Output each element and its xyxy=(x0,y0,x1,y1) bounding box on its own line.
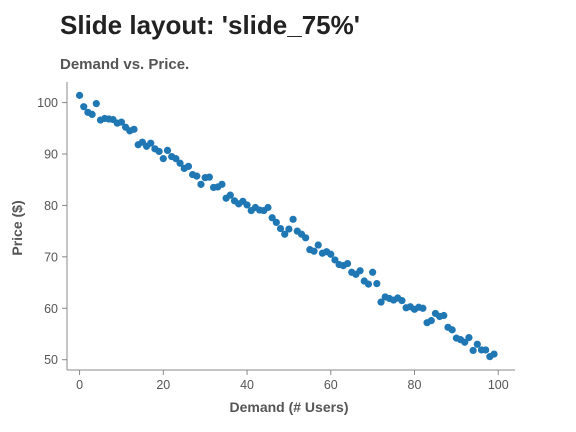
y-tick-label: 60 xyxy=(44,302,58,316)
data-points xyxy=(75,91,498,361)
x-tick-label: 100 xyxy=(488,378,509,392)
y-tick-label: 80 xyxy=(44,199,58,213)
data-point xyxy=(159,155,167,163)
data-point xyxy=(197,180,205,188)
data-point xyxy=(88,110,96,118)
y-axis-label: Price ($) xyxy=(9,200,25,255)
data-point xyxy=(398,296,406,305)
data-point xyxy=(331,256,339,264)
data-point xyxy=(440,311,448,320)
data-point xyxy=(373,280,381,288)
data-point xyxy=(473,340,481,348)
data-point xyxy=(356,267,364,275)
data-point xyxy=(226,191,234,199)
data-point xyxy=(343,259,352,268)
data-point xyxy=(92,100,100,108)
data-point xyxy=(469,346,477,355)
x-tick-label: 80 xyxy=(408,378,422,392)
data-point xyxy=(285,225,293,233)
data-point xyxy=(155,147,163,156)
x-tick-label: 0 xyxy=(76,378,83,392)
data-point xyxy=(80,103,88,111)
data-point xyxy=(193,172,201,180)
y-tick-label: 90 xyxy=(44,148,58,162)
y-tick-label: 50 xyxy=(44,353,58,367)
data-point xyxy=(130,125,138,133)
data-point xyxy=(448,326,456,334)
x-tick-label: 40 xyxy=(240,378,254,392)
axes: 0 20 40 60 80 100 50 60 70 80 90 100 xyxy=(37,82,515,392)
data-point xyxy=(272,218,280,226)
y-tick-label: 100 xyxy=(37,96,58,110)
data-point xyxy=(184,162,193,170)
x-axis-label: Demand (# Users) xyxy=(229,399,348,415)
data-point xyxy=(461,338,469,346)
data-point xyxy=(482,346,490,354)
data-point xyxy=(465,334,473,342)
data-point xyxy=(302,234,310,242)
data-point xyxy=(427,317,435,325)
data-point xyxy=(419,304,427,312)
data-point xyxy=(314,241,322,249)
chart-title: Demand vs. Price. xyxy=(60,56,189,73)
data-point xyxy=(176,159,184,167)
slide-title: Slide layout: 'slide_75%' xyxy=(60,10,360,40)
data-point xyxy=(172,155,180,163)
data-point xyxy=(117,118,126,126)
data-point xyxy=(369,268,377,276)
data-point xyxy=(310,247,318,255)
data-point xyxy=(364,280,373,288)
data-point xyxy=(268,214,276,222)
data-point xyxy=(243,201,251,209)
x-tick-label: 20 xyxy=(156,378,170,392)
data-point xyxy=(75,91,84,99)
data-point xyxy=(218,180,226,188)
data-point xyxy=(276,224,285,233)
data-point xyxy=(147,139,155,147)
data-point xyxy=(281,230,289,238)
data-point xyxy=(264,203,272,212)
data-point xyxy=(490,350,498,358)
data-point xyxy=(289,215,297,223)
data-point xyxy=(327,250,335,258)
y-tick-label: 70 xyxy=(44,250,58,264)
data-point xyxy=(205,173,213,181)
data-point xyxy=(163,146,172,154)
data-point xyxy=(377,298,385,306)
x-tick-label: 60 xyxy=(324,378,338,392)
